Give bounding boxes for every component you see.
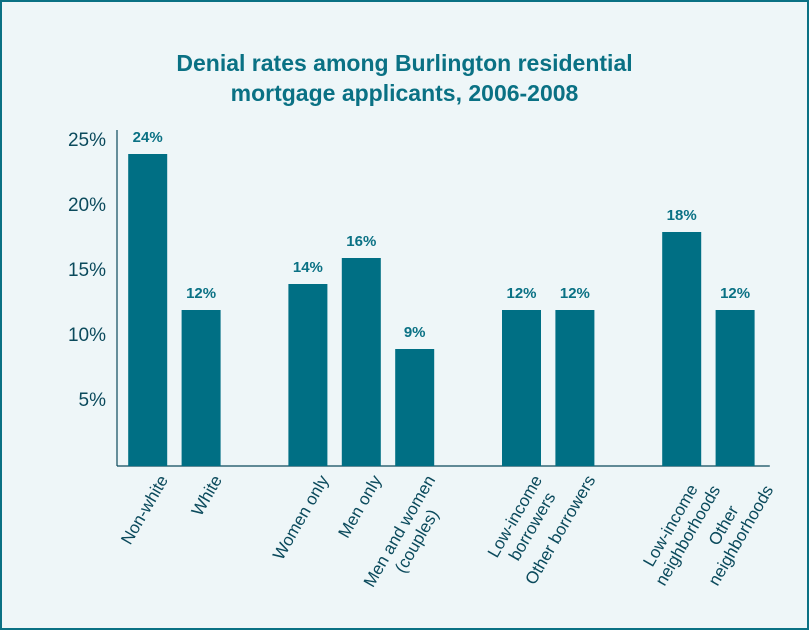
value-label: 24%	[133, 129, 163, 146]
y-tick-label: 5%	[79, 390, 107, 411]
bar	[715, 310, 755, 466]
bar	[555, 310, 595, 466]
chart-title-box: Denial rates among Burlington residentia…	[2, 48, 807, 108]
y-tick-label: 25%	[68, 130, 106, 151]
value-label: 16%	[346, 233, 376, 250]
bar	[288, 284, 328, 466]
value-label: 9%	[404, 324, 426, 341]
value-label: 12%	[186, 285, 216, 302]
value-label: 18%	[667, 207, 697, 224]
y-tick-label: 10%	[68, 325, 106, 346]
value-label: 12%	[560, 285, 590, 302]
y-tick-label: 20%	[68, 195, 106, 216]
bar	[181, 310, 221, 466]
value-label: 12%	[506, 285, 536, 302]
value-label: 14%	[293, 259, 323, 276]
bar	[341, 258, 381, 466]
chart-title: Denial rates among Burlington residentia…	[176, 50, 633, 106]
bar	[502, 310, 541, 466]
value-label: 12%	[720, 285, 750, 302]
bar	[662, 232, 702, 466]
bar	[395, 349, 435, 466]
y-tick-label: 15%	[68, 260, 106, 281]
bar	[128, 154, 168, 466]
